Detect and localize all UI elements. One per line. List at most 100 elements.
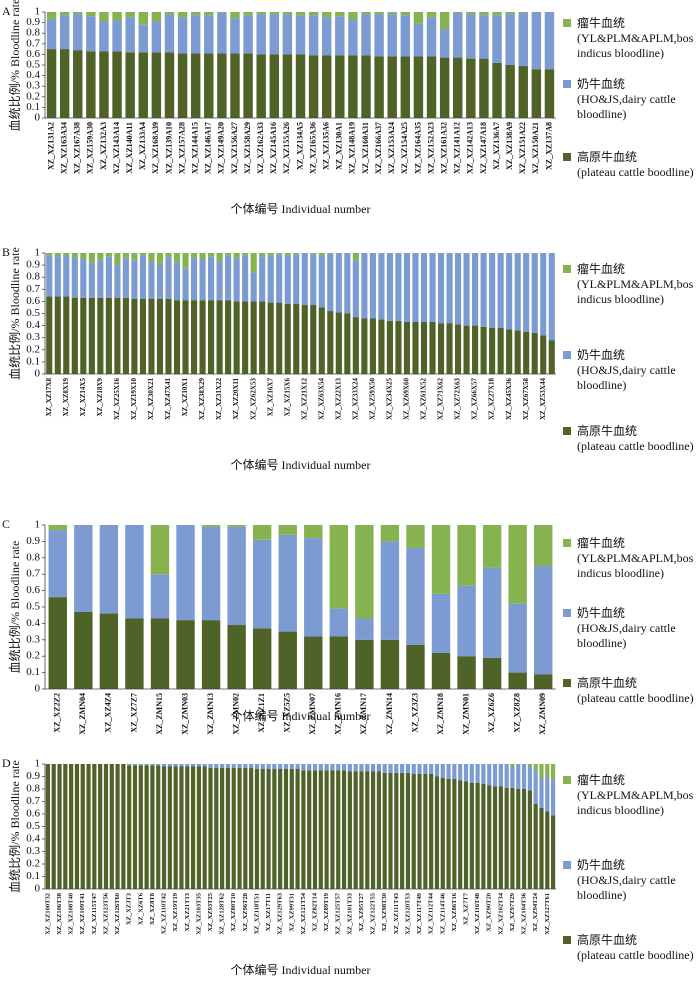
x-tick-label: XZ_XZ146A17 (204, 122, 213, 174)
bar-segment (227, 625, 246, 689)
bar-segment (527, 764, 532, 767)
bar-segment (545, 764, 550, 777)
bar-segment (278, 764, 283, 769)
bar-segment (498, 786, 503, 889)
bar-segment (225, 300, 232, 374)
bar-segment (534, 566, 553, 675)
bar-segment (80, 253, 87, 260)
bar-segment (99, 51, 109, 118)
bar-segment (173, 262, 181, 301)
panel-label: C (2, 517, 10, 531)
bar-segment (230, 12, 240, 19)
x-tick-label: XZ_ZMN07 (308, 693, 317, 735)
bar-segment (380, 639, 400, 689)
legend-name: 高原牛血统 (577, 150, 638, 164)
bar-segment (497, 253, 504, 329)
bar-segment (59, 12, 70, 16)
legend-name: 奶牛血统 (577, 77, 626, 91)
y-tick-label: 0.1 (26, 870, 40, 882)
legend-description: (plateau cattle boodline) (577, 439, 694, 453)
bar-segment (99, 12, 109, 22)
x-tick-label: XZ_XZ127T61 (544, 893, 551, 935)
bar-segment (417, 764, 422, 774)
bar-segment (540, 335, 547, 374)
bar-segment (489, 253, 496, 329)
legend-item: 高原牛血统 (plateau cattle boodline) (563, 676, 699, 706)
bar-segment (161, 766, 167, 889)
y-tick-label: 1 (35, 758, 41, 770)
y-tick-label: 0.5 (26, 59, 40, 71)
bar-segment (417, 774, 422, 889)
x-tick-label: XZ_XZ89T19 (323, 892, 330, 931)
bar-segment (179, 764, 184, 767)
x-tick-label: XZ_XZ1Z1 (257, 693, 266, 733)
bar-segment (177, 53, 188, 119)
legend-description: (YL&PLM&APLM,bos indicus bloodline) (577, 277, 694, 306)
bar-segment (527, 790, 532, 889)
bar-segment (506, 253, 513, 330)
bar-segment (400, 12, 411, 16)
bar-segment (446, 323, 453, 374)
panel-label: D (2, 756, 11, 770)
bar-segment (544, 12, 555, 70)
bar-segment (361, 12, 371, 15)
bar-segment (469, 782, 474, 889)
x-tick-label: XZ_XZ115T47 (91, 892, 98, 934)
bar-segment (250, 272, 257, 302)
bar-segment (201, 525, 221, 527)
bar-segment (88, 253, 95, 263)
bar-segment (266, 764, 271, 769)
bar-segment (112, 20, 122, 52)
x-tick-label: XZ_XZ136A7 (492, 122, 501, 170)
y-tick-label: 0.6 (26, 48, 40, 60)
y-tick-label: 0.7 (26, 283, 40, 295)
bar-segment (440, 764, 445, 778)
bar-segment (335, 253, 342, 313)
y-axis-label: 血统比例/% Bloodline rate (8, 0, 22, 131)
y-tick-label: 0.3 (26, 633, 40, 645)
bar-segment (437, 253, 445, 324)
bar-segment (439, 12, 450, 29)
legend-name: 奶牛血统 (577, 858, 626, 872)
bar-segment (321, 17, 332, 56)
x-tick-label: XZ_XZ69X60 (403, 378, 411, 421)
panel-label: A (2, 4, 11, 18)
bar-segment (426, 56, 437, 118)
bar-segment (199, 253, 206, 260)
bar-segment (156, 263, 164, 299)
bar-segment (312, 764, 318, 771)
bar-segment (127, 764, 132, 766)
bar-segment (196, 766, 201, 889)
bar-segment (352, 253, 359, 261)
bar-segment (156, 298, 164, 374)
bar-segment (282, 54, 293, 118)
x-tick-label: XZ_XZ8X19 (62, 378, 70, 417)
bar-segment (88, 262, 95, 298)
x-tick-label: XZ_XZ157A28 (177, 122, 186, 174)
bar-segment (164, 14, 175, 53)
bar-segment (352, 260, 359, 318)
x-tick-label: XZ_XZ120T53 (404, 892, 411, 935)
bar-segment (481, 784, 486, 889)
bar-segment (252, 539, 272, 629)
bar-segment (388, 764, 393, 773)
bar-segment (237, 767, 242, 889)
bar-segment (301, 770, 306, 889)
bar-segment (217, 13, 227, 54)
legend-description: (HO&JS,dairy cattle bloodline) (577, 873, 676, 902)
bar-segment (423, 774, 428, 889)
y-tick-label: 0.4 (26, 319, 40, 331)
bar-segment (242, 301, 249, 374)
bar-segment (190, 15, 201, 54)
x-tick-label: XZ_XZ108T40 (68, 893, 75, 935)
bar-segment (46, 12, 57, 20)
bar-segment (318, 764, 323, 771)
bar-segment (63, 764, 68, 889)
bar-segment (69, 764, 74, 889)
x-tick-label: XZ_XZ63X54 (317, 378, 325, 421)
bar-segment (335, 16, 345, 56)
bar-segment (80, 764, 85, 889)
y-tick-label: 0.7 (26, 37, 40, 49)
bar-segment (105, 253, 112, 257)
legend-description: (plateau cattle boodline) (577, 165, 694, 179)
